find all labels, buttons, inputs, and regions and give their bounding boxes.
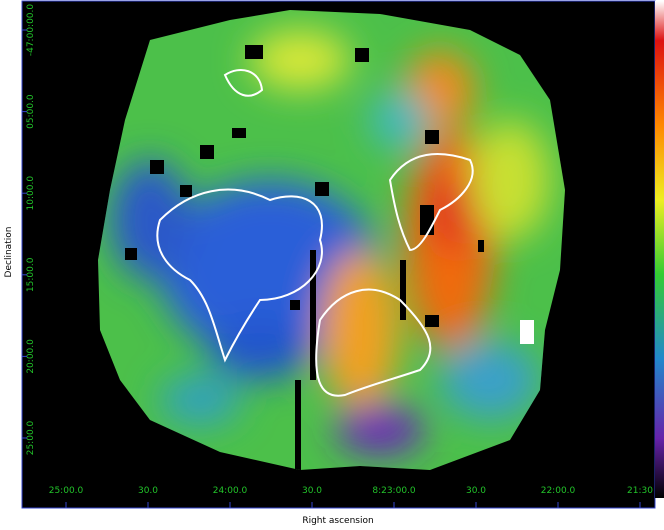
y-tick-label: 20:00.0 (26, 339, 36, 374)
x-tick-label: 21:30 (627, 486, 653, 496)
x-tick-label: 24:00.0 (213, 486, 248, 496)
y-tick-label: 25:00.0 (26, 420, 36, 455)
x-tick-label: 30.0 (466, 486, 486, 496)
y-tick-label: 05:00.0 (26, 94, 36, 129)
x-tick-label: 8:23:00.0 (372, 486, 416, 496)
x-tick-label: 25:00.0 (49, 486, 84, 496)
x-tick-label: 30.0 (138, 486, 158, 496)
x-axis-title: Right ascension (302, 516, 373, 526)
y-axis-title: Declination (4, 227, 14, 278)
y-tick-label: -47:00:00.0 (26, 4, 36, 57)
x-tick-label: 30.0 (302, 486, 322, 496)
y-tick-label: 10:00.0 (26, 176, 36, 211)
intensity-map (98, 10, 565, 470)
x-tick-label: 22:00.0 (541, 486, 576, 496)
y-tick-label: 15:00.0 (26, 257, 36, 292)
colorbar (655, 1, 664, 498)
